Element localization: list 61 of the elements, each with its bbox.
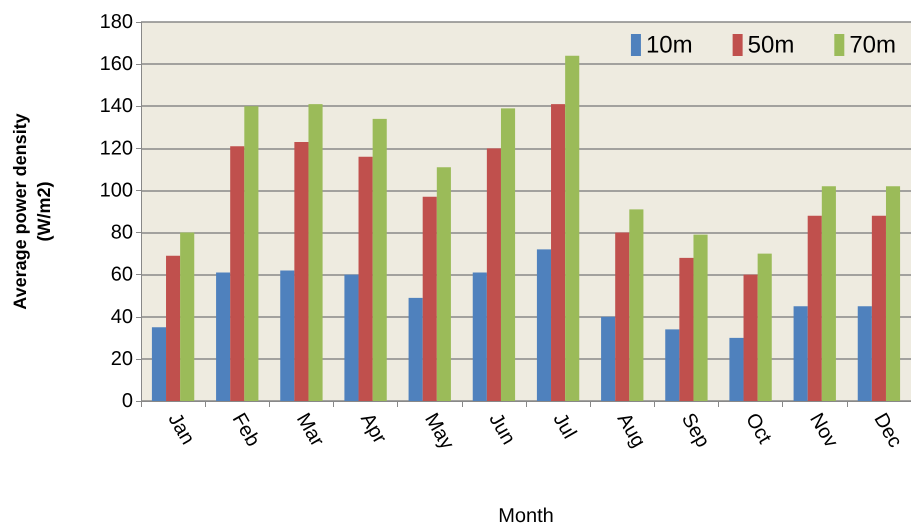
- bar: [180, 232, 194, 401]
- bar: [486, 148, 501, 401]
- bar: [551, 104, 566, 401]
- bar: [244, 106, 258, 401]
- bar: [886, 186, 900, 401]
- legend-label: 10m: [646, 32, 693, 58]
- bar: [565, 56, 580, 401]
- bar: [629, 209, 644, 401]
- bar: [858, 306, 872, 401]
- y-axis-title: Average power density (W/m2): [10, 113, 54, 310]
- y-tick-label: 120: [100, 137, 133, 160]
- bar: [665, 329, 680, 401]
- legend-label: 70m: [849, 32, 896, 58]
- bar: [358, 156, 373, 401]
- legend-label: 50m: [748, 32, 794, 58]
- bar: [794, 306, 808, 401]
- bar: [872, 216, 886, 401]
- x-tick-label: Jun: [484, 410, 520, 448]
- x-tick-label: Mar: [292, 410, 328, 451]
- y-tick-label: 160: [100, 53, 133, 76]
- y-tick-label: 140: [100, 95, 133, 118]
- y-tick-label: 80: [110, 222, 133, 244]
- bar: [152, 327, 166, 401]
- bar: [500, 108, 516, 401]
- x-tick-label: Jan: [164, 410, 199, 448]
- x-tick-label: Oct: [741, 410, 776, 448]
- bar: [729, 338, 744, 401]
- bar: [344, 274, 359, 401]
- bar: [679, 258, 694, 401]
- x-tick-label: Apr: [356, 410, 391, 448]
- x-tick-label: Nov: [805, 410, 842, 452]
- x-axis-title: Month: [498, 505, 554, 527]
- bar: [372, 118, 387, 401]
- x-tick-label: Sep: [676, 410, 714, 452]
- y-tick-label: 0: [122, 390, 133, 412]
- x-tick-label: Aug: [612, 410, 650, 452]
- y-tick-label: 100: [100, 179, 133, 202]
- y-tick-label: 20: [110, 348, 133, 370]
- y-tick-label: 180: [100, 11, 133, 33]
- bar: [615, 232, 630, 401]
- x-tick-label: Feb: [228, 410, 264, 450]
- bar: [472, 272, 487, 401]
- bar: [436, 167, 451, 401]
- bar: [693, 234, 708, 401]
- y-tick-label: 60: [110, 264, 133, 286]
- x-tick-label: Jul: [548, 410, 580, 443]
- bar: [408, 298, 423, 401]
- bar: [744, 274, 758, 401]
- bar: [308, 104, 323, 401]
- bar: [808, 216, 822, 401]
- bar: [601, 316, 616, 401]
- bar: [758, 254, 772, 401]
- y-tick-label: 40: [110, 306, 133, 328]
- bar: [230, 146, 244, 401]
- bar: [216, 272, 230, 401]
- bar: [294, 142, 308, 401]
- bar: [280, 270, 294, 401]
- bar: [166, 256, 180, 401]
- bar: [422, 196, 437, 401]
- bar: [822, 186, 836, 401]
- bar: [536, 249, 552, 401]
